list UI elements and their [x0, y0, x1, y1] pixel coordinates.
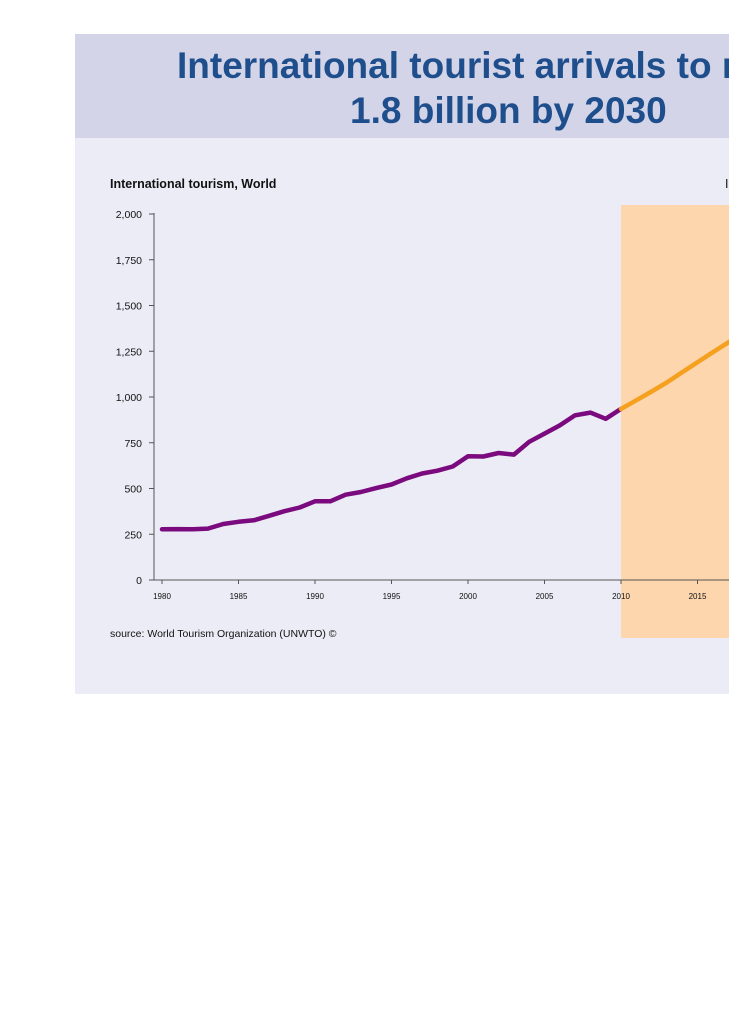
y-tick-label: 0	[136, 575, 142, 587]
x-tick-label: 2010	[612, 592, 630, 601]
x-tick-label: 1985	[230, 592, 248, 601]
slide: International tourist arrivals to reach …	[75, 34, 729, 694]
x-tick-label: 2015	[689, 592, 707, 601]
y-tick-label: 1,500	[116, 301, 142, 313]
slide-title-line-1: International tourist arrivals to reach	[177, 45, 729, 86]
x-tick-label: 1995	[383, 592, 401, 601]
y-tick-label: 2,000	[116, 209, 142, 221]
y-tick-label: 250	[124, 529, 142, 541]
forecast-series-line	[618, 339, 729, 412]
title-band: International tourist arrivals to reach …	[75, 34, 729, 138]
x-tick-label: 1980	[153, 592, 171, 601]
chart-subtitle-right: I	[725, 177, 729, 191]
y-tick-label: 1,250	[116, 346, 142, 358]
x-tick-label: 2005	[536, 592, 554, 601]
x-tick-label: 2000	[459, 592, 477, 601]
tourism-chart: 0 250 500 750 1,000 1,250 1,500 1,750 2,000 1980 1…	[116, 205, 729, 638]
forecast-band	[621, 205, 729, 638]
actual-series-line	[159, 406, 624, 532]
y-tick-label: 500	[124, 484, 142, 496]
y-tick-label: 1,000	[116, 392, 142, 404]
y-tick-label: 750	[124, 438, 142, 450]
source-note: source: World Tourism Organization (UNWT…	[110, 628, 337, 640]
y-tick-label: 1,750	[116, 255, 142, 267]
chart-subtitle: International tourism, World	[110, 177, 277, 191]
x-tick-label: 1990	[306, 592, 324, 601]
slide-title-line-2: 1.8 billion by 2030	[350, 90, 667, 131]
